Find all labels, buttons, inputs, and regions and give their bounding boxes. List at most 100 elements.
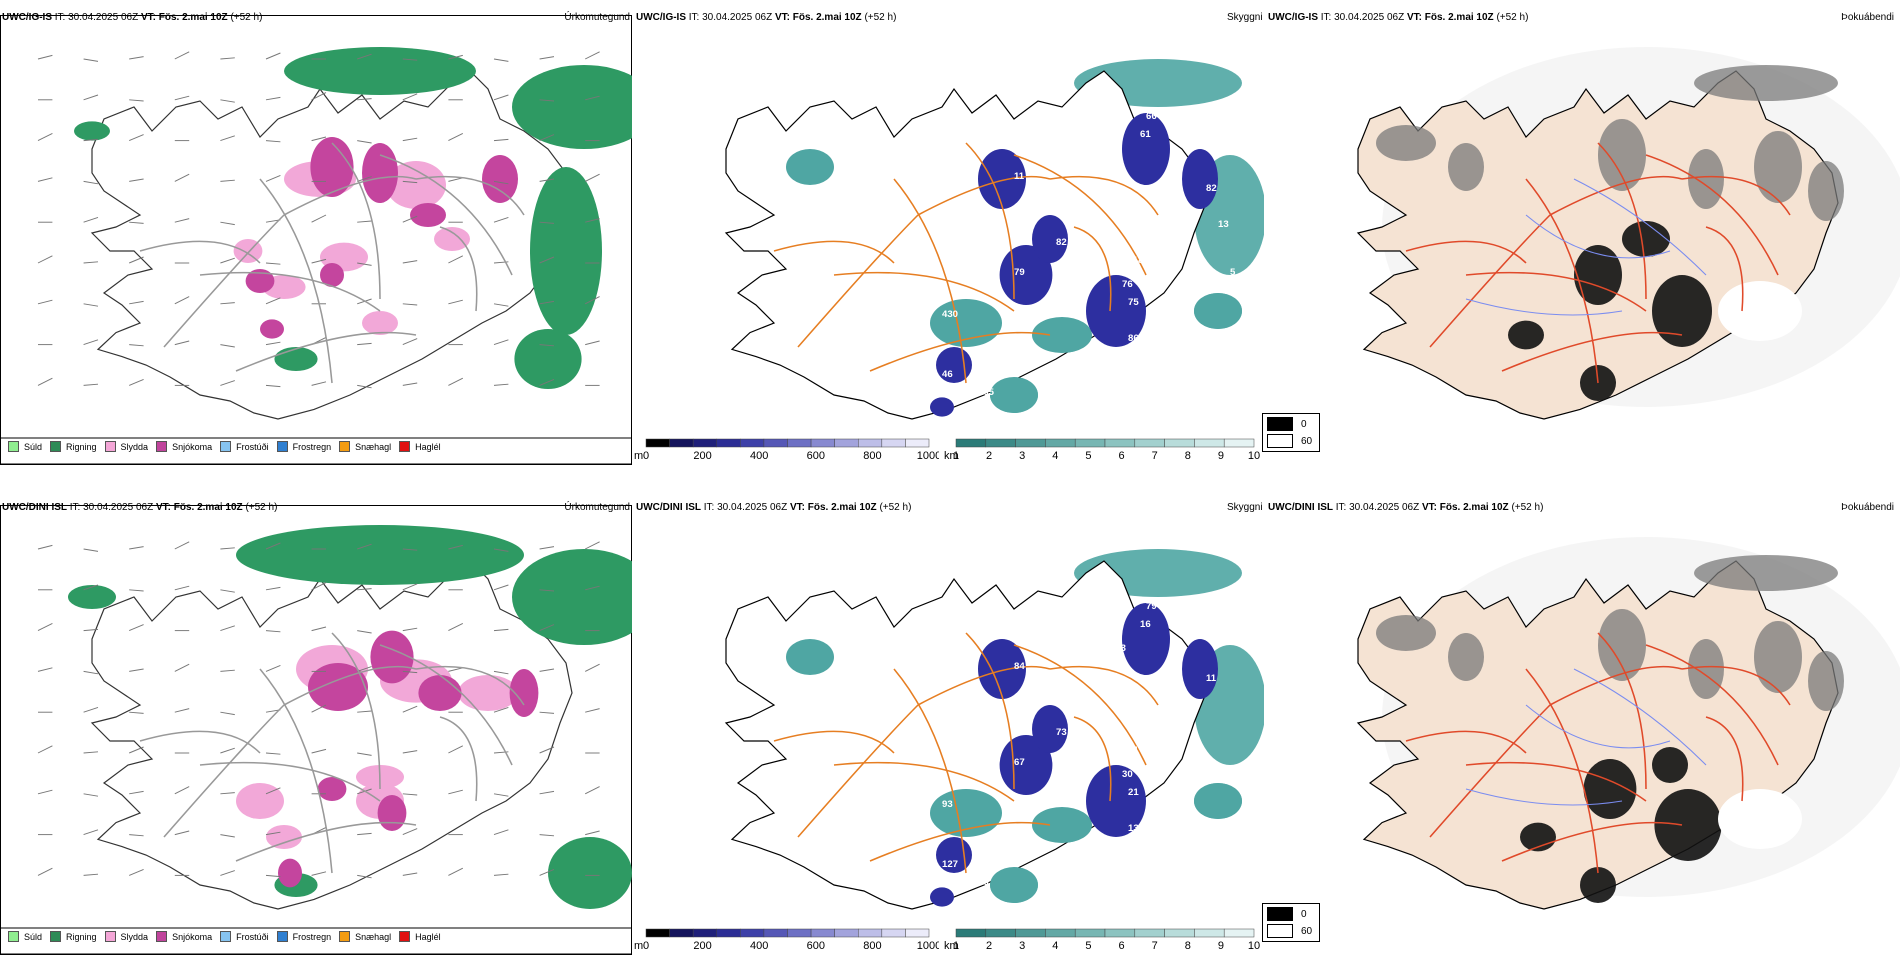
panel-header: UWC/IG-IS IT: 30.04.2025 06Z VT: Fös. 2.…: [636, 12, 897, 23]
cbar-tick: 1: [953, 940, 959, 952]
cloud-value-label: 230: [1182, 135, 1198, 146]
cbar-segment: [1194, 438, 1225, 448]
cloud-value-label: 11: [1014, 171, 1025, 182]
legend-swatch: [339, 441, 351, 452]
precip-legend-item: Frostregn: [276, 931, 332, 942]
fog-swatch-0: [1267, 907, 1293, 921]
fog-legend: 0 60: [1262, 413, 1320, 452]
precip-map: [0, 505, 632, 955]
cbar-segment: [645, 928, 670, 938]
cbar-segment: [1164, 438, 1195, 448]
cbar-segment: [810, 928, 835, 938]
cbar-segment: [985, 928, 1016, 938]
precip-legend: Súld Rigning Slydda Snjókoma Frostúði Frostre…: [8, 931, 441, 942]
cloud-value-label: 105: [978, 387, 995, 398]
panel-header: UWC/DINI ISL IT: 30.04.2025 06Z VT: Fös.…: [636, 502, 912, 513]
cbar-segment: [905, 438, 930, 448]
cbar-segment: [692, 438, 718, 448]
cbar-tick: 6: [1118, 940, 1124, 952]
cbar-segment: [1015, 928, 1046, 938]
cbar-segment: [834, 438, 859, 448]
cloud-value-label: 82: [1056, 237, 1067, 248]
cbar-tick: 7: [1152, 940, 1158, 952]
cloud-value-label: 51: [1128, 745, 1139, 756]
cloud-value-label: 79: [1014, 267, 1025, 278]
precip-legend-item: Haglél: [399, 931, 441, 942]
legend-swatch: [104, 441, 116, 452]
cbar-tick: 10: [1248, 940, 1260, 952]
precip-legend-item: Snæhagl: [339, 441, 391, 452]
legend-swatch: [104, 931, 116, 942]
legend-label: Haglél: [415, 931, 441, 942]
legend-swatch: [276, 441, 288, 452]
cbar-tick: 7: [1152, 450, 1158, 462]
cloud-value-label: 360: [1014, 841, 1030, 852]
panel-header: UWC/DINI ISL IT: 30.04.2025 06Z VT: Fös.…: [1268, 502, 1544, 513]
cloud-value-label: 59: [954, 775, 965, 786]
cloud-value-label: 66: [1146, 111, 1157, 122]
cloud-value-label: 118: [1128, 255, 1144, 266]
cbar-unit: m: [634, 940, 643, 952]
legend-label: Súld: [24, 441, 43, 452]
legend-swatch: [156, 441, 168, 452]
legend-label: Slydda: [120, 931, 149, 942]
cbar-tick: 1: [953, 450, 959, 462]
legend-label: Rigning: [66, 441, 97, 452]
cbar-tick: 400: [750, 940, 768, 952]
cbar-segment: [905, 928, 930, 938]
panel-header: UWC/DINI ISL IT: 30.04.2025 06Z VT: Fös.…: [2, 502, 278, 513]
legend-swatch: [339, 931, 351, 942]
cloud-value-label: 24: [1110, 153, 1121, 164]
legend-swatch: [156, 931, 168, 942]
legend-swatch: [50, 931, 62, 942]
cbar-segment: [787, 438, 812, 448]
panel-title: Úrkomutegund: [564, 12, 630, 23]
precip-panel: UWC/DINI ISL IT: 30.04.2025 06Z VT: Fös.…: [0, 500, 632, 955]
fog-panel: UWC/IG-IS IT: 30.04.2025 06Z VT: Fös. 2.…: [1262, 10, 1900, 465]
cloud-value-label: 127: [942, 859, 958, 870]
cbar-unit: m: [634, 450, 643, 462]
cbar-tick: 800: [863, 940, 881, 952]
legend-label: Frostúði: [236, 441, 269, 452]
cloud-value-label: 88: [1182, 625, 1193, 636]
legend-label: Frostregn: [292, 931, 332, 942]
cbar-tick: 4: [1052, 450, 1058, 462]
precip-legend-item: Snjókoma: [156, 931, 212, 942]
cloud-value-label: 46: [942, 369, 953, 380]
precip-legend-item: Snæhagl: [339, 931, 391, 942]
cloud-value-label: 21: [1128, 787, 1139, 798]
legend-swatch: [8, 441, 19, 452]
cloud-value-label: 156: [1014, 351, 1030, 362]
cbar-segment: [881, 928, 906, 938]
cbar-segment: [1194, 928, 1225, 938]
cbar-segment: [1074, 438, 1106, 448]
cbar-tick: 400: [750, 450, 768, 462]
cloud-value-label: 122: [930, 877, 946, 888]
cloud-value-label: 75: [1128, 297, 1139, 308]
cloud-map: 67 73 59 93 53 360 127 122 96 79 16 88 149 11 21 30 137 5…: [724, 549, 1264, 910]
legend-swatch: [220, 931, 232, 942]
cbar-segment: [1104, 928, 1136, 938]
cbar-tick: 8: [1185, 450, 1191, 462]
cbar-segment: [787, 928, 812, 938]
cbar-tick: 600: [807, 450, 825, 462]
cbar-segment: [985, 438, 1016, 448]
cloud-value-label: 53: [990, 829, 1001, 840]
cbar-segment: [858, 928, 883, 938]
cloud-value-label: 884: [990, 339, 1007, 350]
cbar-segment: [810, 438, 835, 448]
cloud-value-label: 96: [978, 877, 989, 888]
cbar-tick: 3: [1019, 450, 1025, 462]
legend-swatch: [399, 441, 411, 452]
precip-legend-item: Súld: [8, 441, 42, 452]
cloud-value-label: 463: [1110, 643, 1126, 654]
fog-title: Þokuábendi: [1841, 12, 1894, 23]
cbar-segment: [1134, 438, 1165, 448]
cbar-tick: 10: [1248, 450, 1260, 462]
cbar-tick: 6: [1118, 450, 1124, 462]
cbar-tick: 9: [1218, 940, 1224, 952]
fog-map: [1356, 47, 1900, 420]
precip-legend-item: Frostúði: [220, 931, 269, 942]
precip-map: [0, 15, 632, 465]
